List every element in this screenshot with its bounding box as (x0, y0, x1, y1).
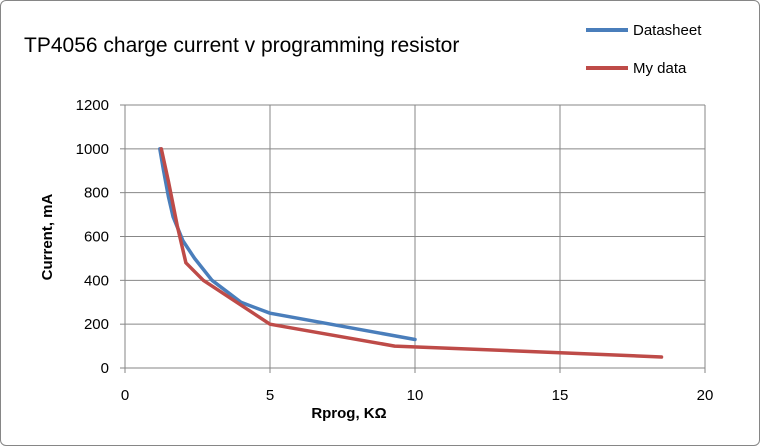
y-tick-label: 1200 (76, 97, 109, 114)
x-tick-label: 15 (552, 387, 569, 404)
series-line-my-data (159, 147, 664, 359)
legend: Datasheet My data (586, 22, 702, 77)
tick-labels: 0 200 400 600 800 1000 1200 0 5 10 15 20 (76, 97, 714, 404)
series-lines (158, 147, 664, 359)
x-tick-label: 0 (121, 387, 129, 404)
x-tick-label: 10 (407, 387, 424, 404)
chart-title: TP4056 charge current v programming resi… (24, 34, 459, 57)
y-tick-label: 1000 (76, 141, 109, 158)
y-tick-label: 0 (101, 360, 109, 377)
x-tick-label: 20 (697, 387, 714, 404)
legend-label: Datasheet (633, 22, 702, 39)
legend-label: My data (633, 60, 687, 77)
y-tick-label: 800 (84, 185, 109, 202)
y-tick-label: 600 (84, 229, 109, 246)
axes (120, 104, 706, 373)
gridlines (124, 104, 706, 369)
y-tick-label: 400 (84, 272, 109, 289)
x-axis-title: Rprog, KΩ (311, 405, 386, 422)
y-axis-title: Current, mA (39, 194, 56, 281)
series-line-datasheet (158, 147, 417, 342)
x-tick-label: 5 (266, 387, 274, 404)
y-tick-label: 200 (84, 316, 109, 333)
